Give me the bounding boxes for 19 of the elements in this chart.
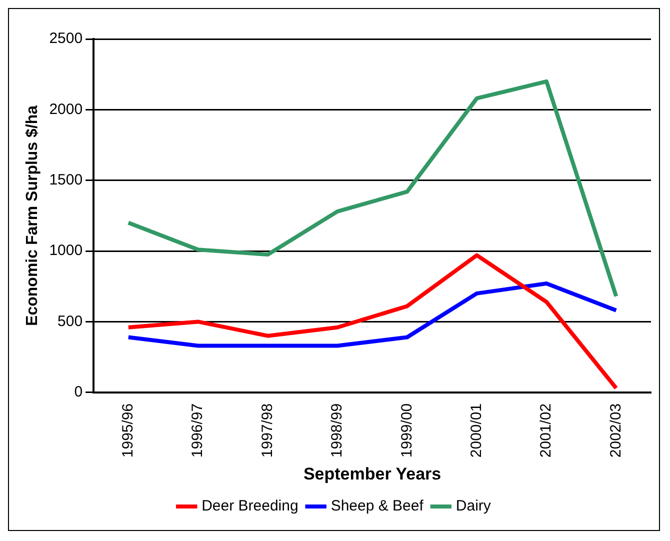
x-tick-label: 1996/97 <box>189 403 206 458</box>
legend-label: Dairy <box>456 498 492 515</box>
x-tick-label: 1995/96 <box>120 403 137 458</box>
y-tick-label: 2500 <box>49 30 83 48</box>
y-tick-label: 1000 <box>49 242 83 260</box>
x-tick-label: 2002/03 <box>607 403 624 458</box>
x-axis-title: September Years <box>303 464 442 484</box>
x-tick-label: 2000/01 <box>468 403 485 458</box>
x-tick-label: 2001/02 <box>538 403 555 458</box>
legend-label: Deer Breeding <box>202 498 298 515</box>
legend-label: Sheep & Beef <box>330 498 424 515</box>
x-tick-label: 1999/00 <box>398 403 416 458</box>
y-tick-label: 0 <box>74 384 83 401</box>
y-tick-label: 500 <box>58 312 83 330</box>
y-tick-label: 1500 <box>49 171 83 188</box>
x-tick-label: 1997/98 <box>258 403 276 458</box>
y-axis-title: Economic Farm Surplus $/ha <box>24 105 42 326</box>
y-tick-label: 2000 <box>49 100 83 118</box>
x-tick-label: 1998/99 <box>328 403 346 458</box>
